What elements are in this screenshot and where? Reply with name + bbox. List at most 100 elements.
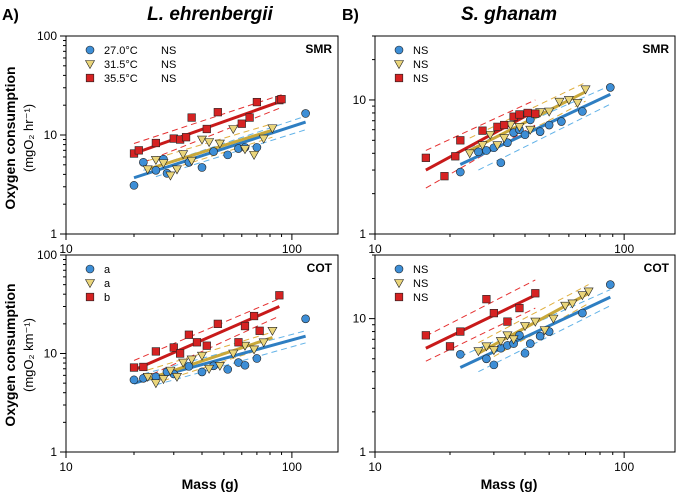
y-tick-label: 1 xyxy=(359,227,366,241)
data-point-triangle xyxy=(158,375,169,385)
panel-label-b: B) xyxy=(342,7,359,24)
y-tick-label: 10 xyxy=(44,128,58,142)
confidence-band-line xyxy=(425,279,536,337)
data-point-square xyxy=(234,338,243,347)
data-point-triangle xyxy=(178,358,189,368)
data-point-triangle xyxy=(563,96,574,106)
y-tick-label: 1 xyxy=(50,445,57,459)
data-point-triangle xyxy=(580,85,591,95)
data-point-triangle xyxy=(519,322,531,332)
regression-line xyxy=(133,120,307,180)
data-point-square xyxy=(489,309,498,318)
x-tick-label: 10 xyxy=(59,460,73,474)
confidence-band-line xyxy=(143,106,282,163)
legend-temperature-label: 27.0°C xyxy=(104,45,138,57)
data-point-triangle xyxy=(186,355,197,365)
legend-significance-label: a xyxy=(104,278,111,290)
legend-significance-label: NS xyxy=(413,73,428,85)
data-point-square xyxy=(237,119,246,128)
data-point-square xyxy=(277,95,286,104)
data-point-triangle xyxy=(505,121,516,131)
y-axis-unit-cot: (mgO₂ km⁻¹) xyxy=(21,318,36,392)
data-point-square xyxy=(493,122,502,131)
data-point-circle xyxy=(535,331,545,341)
legend-circle-icon xyxy=(394,45,404,55)
data-point-square xyxy=(249,311,259,321)
data-point-triangle xyxy=(488,346,499,356)
panel-metric-tag: SMR xyxy=(305,42,332,56)
panel-label-a: A) xyxy=(2,7,19,24)
data-point-circle xyxy=(197,163,207,172)
legend-triangle-icon xyxy=(84,60,96,70)
y-axis-unit-smr: (mgO₂ hr⁻¹) xyxy=(21,104,36,172)
data-point-square xyxy=(187,113,196,122)
data-point-triangle xyxy=(142,165,153,175)
data-point-triangle xyxy=(258,134,269,144)
regression-line xyxy=(425,109,537,172)
data-point-triangle xyxy=(492,141,503,151)
data-point-triangle xyxy=(196,351,208,361)
data-point-triangle xyxy=(539,326,550,336)
data-point-square xyxy=(451,152,460,161)
data-point-circle xyxy=(209,147,218,156)
confidence-band-line xyxy=(425,307,536,362)
data-point-triangle xyxy=(204,364,215,374)
data-point-square xyxy=(192,338,202,347)
data-point-triangle xyxy=(239,145,251,155)
data-point-triangle xyxy=(473,347,484,357)
legend-significance-label: NS xyxy=(161,45,176,57)
data-point-triangle xyxy=(150,379,161,389)
data-point-square xyxy=(421,331,430,340)
data-point-square xyxy=(139,362,148,372)
x-tick-label: 10 xyxy=(368,460,382,474)
data-point-triangle xyxy=(477,141,488,151)
confidence-band-line xyxy=(147,331,273,371)
legend-significance-label: b xyxy=(104,292,110,304)
legend-significance-label: NS xyxy=(161,73,176,85)
data-point-circle xyxy=(557,117,566,126)
data-point-square xyxy=(252,97,262,107)
data-point-square xyxy=(440,172,449,181)
data-point-square xyxy=(503,317,512,326)
data-point-square xyxy=(240,321,250,331)
legend-significance-label: NS xyxy=(413,292,428,304)
data-point-triangle xyxy=(499,134,510,144)
data-point-square xyxy=(176,349,185,358)
legend-significance-label: NS xyxy=(413,45,428,57)
data-point-square xyxy=(421,153,430,162)
confidence-band-line xyxy=(133,94,282,145)
data-point-triangle xyxy=(485,130,496,140)
legend-circle-icon xyxy=(85,45,95,55)
legend-triangle-icon xyxy=(393,279,405,289)
data-point-triangle xyxy=(548,314,559,324)
y-tick-label: 10 xyxy=(353,93,367,107)
data-point-circle xyxy=(301,314,310,324)
data-point-circle xyxy=(151,165,161,175)
data-point-square xyxy=(515,110,524,119)
x-tick-label: 100 xyxy=(282,242,302,256)
data-point-circle xyxy=(525,339,535,348)
confidence-band-line xyxy=(155,342,306,386)
data-point-square xyxy=(478,126,487,135)
data-point-circle xyxy=(520,130,530,140)
data-point-square xyxy=(255,326,264,335)
data-point-triangle xyxy=(258,338,269,348)
data-point-triangle xyxy=(150,156,161,166)
data-point-triangle xyxy=(171,373,183,382)
data-point-square xyxy=(445,342,455,351)
data-point-square xyxy=(531,109,540,118)
panel-metric-tag: SMR xyxy=(642,42,669,56)
confidence-band-line xyxy=(425,99,536,151)
data-point-square xyxy=(129,363,139,372)
data-point-triangle xyxy=(481,342,492,352)
data-point-square xyxy=(202,124,211,134)
data-point-triangle xyxy=(267,124,278,134)
data-point-square xyxy=(202,341,211,350)
data-point-triangle xyxy=(228,125,239,135)
legend-significance-label: NS xyxy=(413,59,428,71)
data-point-circle xyxy=(456,350,465,359)
data-point-triangle xyxy=(267,327,278,336)
x-tick-label: 10 xyxy=(59,242,73,256)
data-point-circle xyxy=(489,360,499,370)
legend-triangle-icon xyxy=(393,60,405,70)
